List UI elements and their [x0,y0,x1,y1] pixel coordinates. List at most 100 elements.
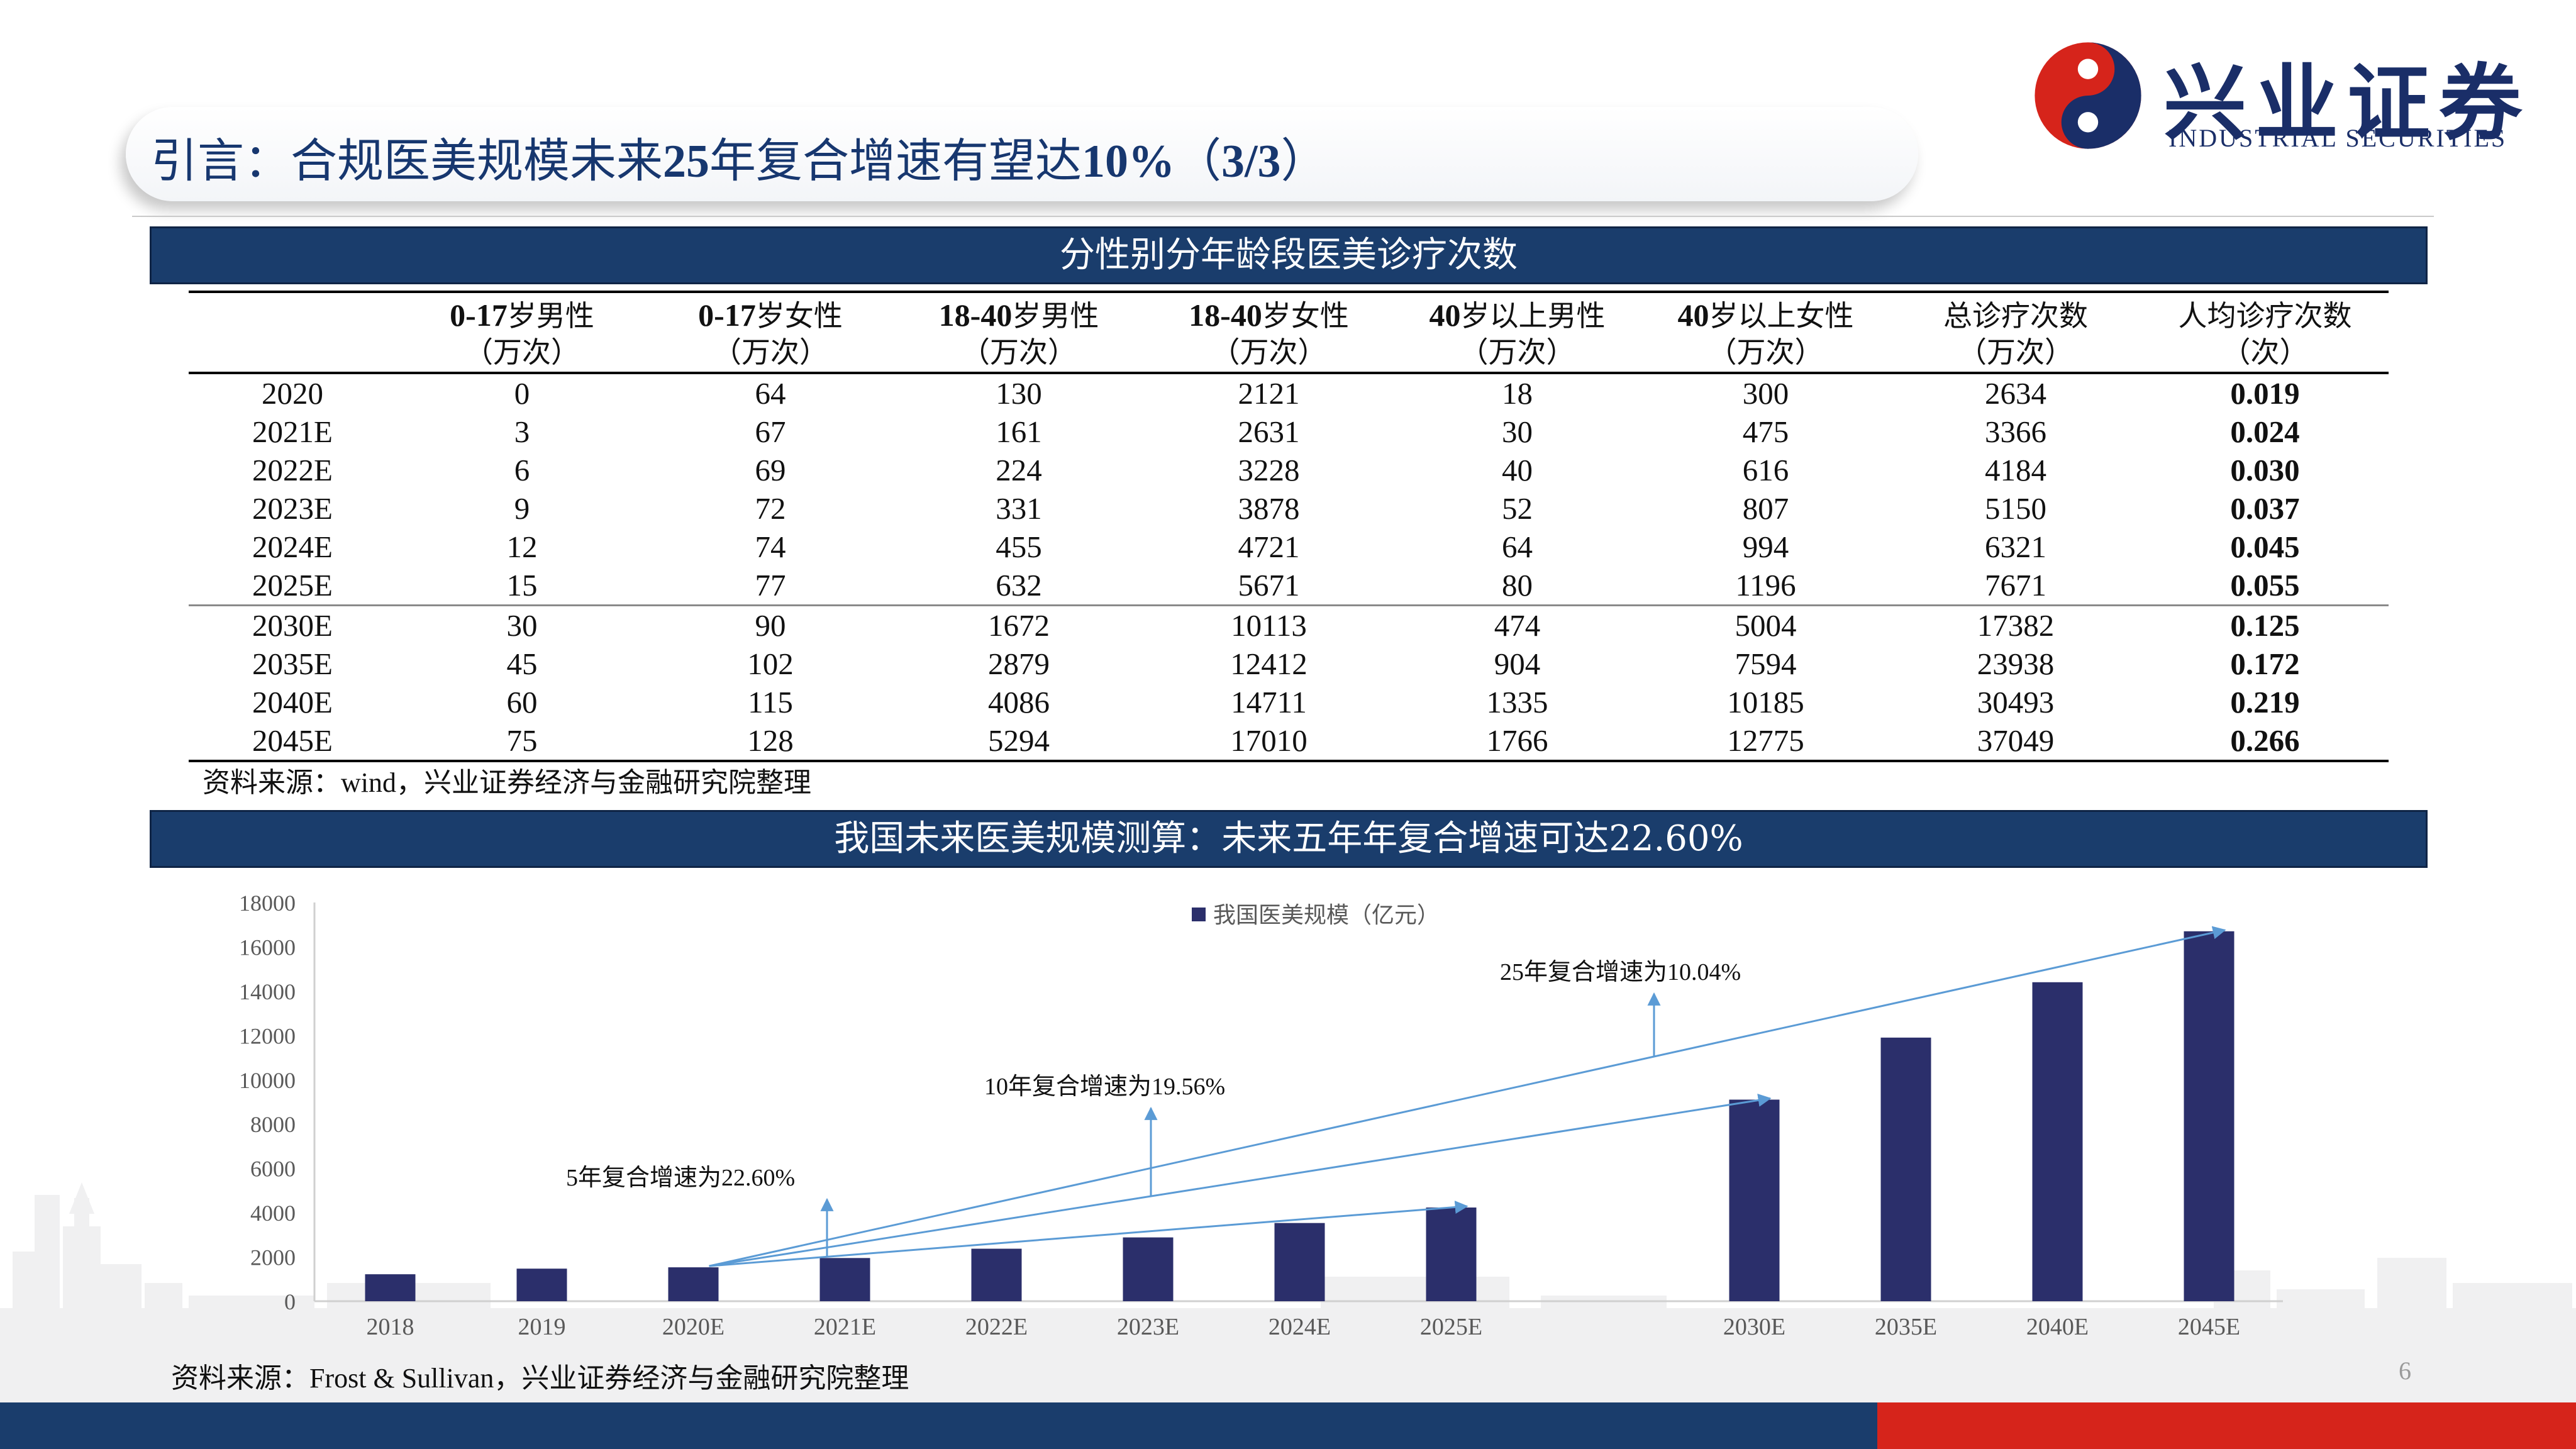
x-tick-label: 2024E [1269,1314,1331,1340]
table-cell: 69 [755,453,786,487]
table-header-6: 40岁以上女性 （万次） [1641,291,1890,374]
table-cell: 616 [1742,453,1789,487]
bar-2023E [1123,1237,1174,1301]
row-year-cell: 2030E [189,604,396,645]
table-source-note: 资料来源：wind，兴业证券经济与金融研究院整理 [203,767,811,799]
x-tick-label: 2025E [1420,1314,1482,1340]
table-cell: 2879 [988,647,1050,681]
table-cell: 0.125 [2141,604,2389,645]
visits-table: 0-17岁男性 （万次） 0-17岁女性 （万次） 18-40岁男性 （万次） 18-40岁… [189,291,2389,762]
table-cell: 5150 [1985,491,2046,526]
table-cell: 0.219 [2230,685,2300,719]
x-tick-label: 2040E [2026,1314,2089,1340]
table-cell: 23938 [1977,647,2055,681]
growth-annotation-2: 25年复合增速为10.04% [1500,959,1741,985]
table-row: 2045E 75 128 5294 17010 1766 12775 37049 0.266 [189,721,2389,762]
table-cell: 12775 [1641,721,1890,762]
x-tick-label: 2022E [965,1314,1028,1340]
table-cell: 7594 [1735,647,1797,681]
x-tick-label: 2035E [1875,1314,1937,1340]
table-cell: 90 [648,604,893,645]
table-cell: 224 [996,453,1042,487]
growth-arrow-2 [709,926,2226,1267]
table-cell: 130 [996,376,1042,411]
table-header-3: 18-40岁男性 （万次） [893,291,1145,374]
footer-stripe-red [1877,1402,2576,1449]
industrial-securities-logo-icon [2035,42,2141,149]
table-row: 2024E 12 74 455 4721 64 994 6321 0.045 [189,528,2389,566]
x-tick-label: 2023E [1117,1314,1179,1340]
x-tick-label: 2019 [518,1314,566,1340]
logo-chinese-name: 兴业证券 [2163,55,2531,152]
table-cell: 77 [755,568,786,602]
table-header-0 [189,291,396,374]
table-cell: 74 [755,530,786,564]
table-header-8: 人均诊疗次数 （次） [2141,291,2389,374]
header-divider [132,216,2434,217]
table-cell: 64 [1502,530,1533,564]
table-cell: 2121 [1238,376,1300,411]
logo-english-name: INDUSTRIAL SECURITIES [2168,124,2507,152]
table-cell: 2631 [1238,414,1300,449]
table-cell: 3366 [1985,414,2046,449]
y-tick-label: 14000 [239,979,296,1004]
y-tick-label: 4000 [250,1201,296,1226]
table-cell: 994 [1742,530,1789,564]
chart-source-note: 资料来源：Frost & Sullivan，兴业证券经济与金融研究院整理 [171,1362,909,1394]
table-row: 2040E 60 115 4086 14711 1335 10185 30493 0.219 [189,683,2389,721]
table-cell: 12 [506,530,538,564]
table-section-title: 分性别分年龄段医美诊疗次数 [150,226,2428,284]
table-cell: 30 [396,604,648,645]
table-cell: 80 [1502,568,1533,602]
y-tick-label: 18000 [239,891,296,916]
table-cell: 1196 [1735,568,1796,602]
bar-2035E [1880,1037,1931,1301]
table-cell: 17010 [1145,721,1393,762]
table-cell: 45 [506,647,538,681]
table-cell: 12412 [1230,647,1307,681]
table-header-7: 总诊疗次数 （万次） [1890,291,2141,374]
growth-annotation-0: 5年复合增速为22.60% [566,1165,795,1191]
table-cell: 0.055 [2230,568,2300,602]
y-tick-label: 12000 [239,1023,296,1048]
table-header-5: 40岁以上男性 （万次） [1393,291,1641,374]
bar-2019 [516,1269,567,1301]
table-cell: 1672 [893,604,1145,645]
table-cell: 6321 [1985,530,2046,564]
table-cell: 0.266 [2141,721,2389,762]
table-cell: 4184 [1985,453,2046,487]
bar-2025E [1426,1208,1477,1301]
table-cell: 0.172 [2230,647,2300,681]
table-cell: 0.045 [2230,530,2300,564]
table-cell: 4086 [988,685,1050,719]
chart-section-title: 我国未来医美规模测算：未来五年年复合增速可达22.60% [150,810,2428,868]
table-row: 2030E 30 90 1672 10113 474 5004 17382 0.125 [189,604,2389,645]
table-cell: 7671 [1985,568,2046,602]
growth-arrow-1 [709,1094,1772,1267]
title-banner [126,107,1918,201]
table-cell: 5294 [893,721,1145,762]
row-year-cell: 2021E [252,414,333,449]
bar-2040E [2032,982,2083,1301]
table-cell: 14711 [1231,685,1307,719]
footer-stripe-blue [0,1402,1877,1449]
table-cell: 0 [514,376,530,411]
y-tick-label: 10000 [239,1068,296,1093]
row-year-cell: 2023E [252,491,333,526]
growth-arrow-0 [709,1201,1468,1267]
table-cell: 10185 [1727,685,1804,719]
table-cell: 102 [747,647,794,681]
y-tick-label: 8000 [250,1112,296,1137]
bar-2024E [1274,1223,1325,1301]
x-tick-label: 2020E [662,1314,724,1340]
row-year-cell: 2022E [252,453,333,487]
table-cell: 3878 [1238,491,1300,526]
table-cell: 75 [396,721,648,762]
y-tick-label: 0 [284,1289,296,1314]
table-cell: 2634 [1985,376,2046,411]
page-number: 6 [2399,1357,2411,1385]
x-tick-label: 2045E [2178,1314,2240,1340]
row-year-cell: 2024E [252,530,333,564]
row-year-cell: 2035E [252,647,333,681]
table-cell: 6 [514,453,530,487]
